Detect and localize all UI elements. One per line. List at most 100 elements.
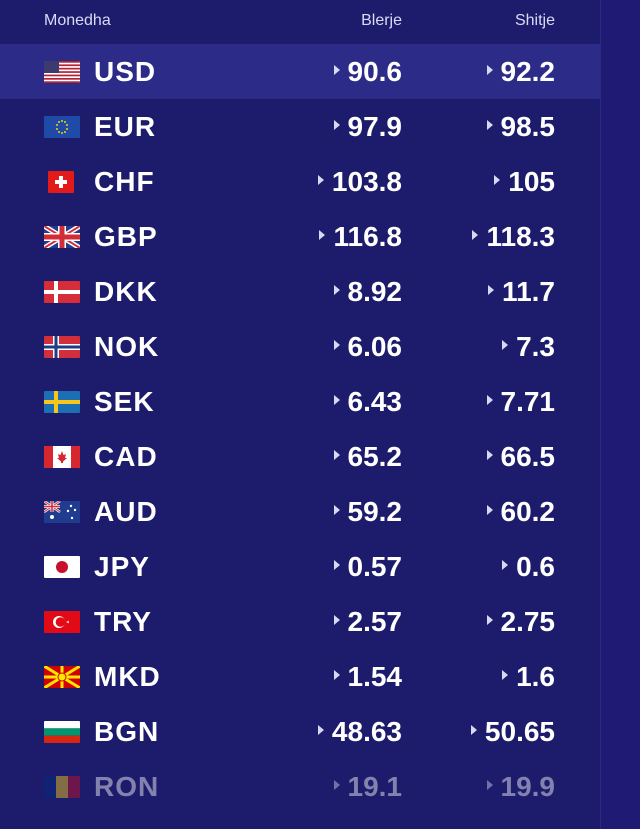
sell-value: 105 — [494, 166, 555, 198]
sell-value: 2.75 — [486, 606, 555, 638]
table-row[interactable]: SEK 6.43 7.71 — [0, 374, 600, 429]
caret-right-icon — [486, 394, 493, 405]
caret-right-icon — [333, 779, 340, 790]
caret-right-icon — [486, 779, 493, 790]
currency-code: RON — [94, 771, 160, 802]
buy-value: 103.8 — [317, 166, 402, 198]
caret-right-icon — [317, 174, 324, 185]
caret-right-icon — [488, 284, 495, 295]
caret-right-icon — [472, 229, 479, 240]
buy-value: 19.1 — [333, 771, 402, 803]
sell-value: 98.5 — [486, 111, 555, 143]
caret-right-icon — [502, 669, 509, 680]
currency-code: TRY — [94, 606, 152, 637]
table-row[interactable]: MKD 1.54 1.6 — [0, 649, 600, 704]
caret-right-icon — [486, 449, 493, 460]
sell-value: 66.5 — [486, 441, 555, 473]
currency-code: DKK — [94, 276, 158, 307]
north-macedonia-flag-icon — [44, 666, 80, 688]
switzerland-flag-icon — [48, 171, 74, 193]
buy-value: 1.54 — [333, 661, 402, 693]
currency-code: AUD — [94, 496, 158, 527]
sell-column-header: Shitje — [514, 12, 555, 29]
sell-value: 60.2 — [486, 496, 555, 528]
table-header: Monedha Blerje Shitje — [0, 0, 600, 44]
romania-flag-icon — [44, 776, 80, 798]
table-row[interactable]: AUD 59.2 60.2 — [0, 484, 600, 539]
uk-flag-icon — [44, 226, 80, 248]
currency-code: MKD — [94, 661, 161, 692]
caret-right-icon — [333, 339, 340, 350]
sell-value: 11.7 — [488, 276, 555, 308]
caret-right-icon — [333, 64, 340, 75]
sell-value: 19.9 — [486, 771, 555, 803]
sell-value: 92.2 — [486, 56, 555, 88]
table-row[interactable]: DKK 8.92 11.7 — [0, 264, 600, 319]
buy-value: 6.06 — [333, 331, 402, 363]
sell-value: 7.3 — [502, 331, 555, 363]
caret-right-icon — [494, 174, 501, 185]
sell-value: 1.6 — [502, 661, 555, 693]
buy-value: 6.43 — [333, 386, 402, 418]
caret-right-icon — [486, 119, 493, 130]
caret-right-icon — [319, 229, 326, 240]
table-row[interactable]: NOK 6.06 7.3 — [0, 319, 600, 374]
buy-value: 8.92 — [333, 276, 402, 308]
japan-flag-icon — [44, 556, 80, 578]
australia-flag-icon — [44, 501, 80, 523]
table-row[interactable]: CAD 65.2 66.5 — [0, 429, 600, 484]
buy-value: 48.63 — [317, 716, 402, 748]
buy-value: 65.2 — [333, 441, 402, 473]
caret-right-icon — [333, 284, 340, 295]
buy-value: 0.57 — [333, 551, 402, 583]
caret-right-icon — [486, 64, 493, 75]
currency-code: USD — [94, 56, 157, 87]
table-row[interactable]: EUR 97.9 98.5 — [0, 99, 600, 154]
currency-code: NOK — [94, 331, 160, 362]
caret-right-icon — [333, 559, 340, 570]
caret-right-icon — [317, 724, 324, 735]
norway-flag-icon — [44, 336, 80, 358]
caret-right-icon — [333, 449, 340, 460]
table-row[interactable]: GBP 116.8 118.3 — [0, 209, 600, 264]
caret-right-icon — [486, 504, 493, 515]
caret-right-icon — [333, 119, 340, 130]
denmark-flag-icon — [44, 281, 80, 303]
caret-right-icon — [333, 504, 340, 515]
currency-column-header: Monedha — [44, 12, 111, 29]
sell-value: 7.71 — [486, 386, 555, 418]
turkey-flag-icon — [44, 611, 80, 633]
table-row[interactable]: JPY 0.57 0.6 — [0, 539, 600, 594]
currency-code: EUR — [94, 111, 157, 142]
scroll-track[interactable] — [600, 0, 640, 829]
sweden-flag-icon — [44, 391, 80, 413]
caret-right-icon — [502, 339, 509, 350]
table-row[interactable]: USD 90.6 92.2 — [0, 44, 600, 99]
buy-value: 2.57 — [333, 606, 402, 638]
bulgaria-flag-icon — [44, 721, 80, 743]
exchange-rate-table: Monedha Blerje Shitje USD 90.6 92.2 — [0, 0, 600, 814]
caret-right-icon — [502, 559, 509, 570]
table-row[interactable]: RON 19.1 19.9 — [0, 759, 600, 814]
buy-value: 90.6 — [333, 56, 402, 88]
caret-right-icon — [333, 614, 340, 625]
sell-value: 50.65 — [470, 716, 555, 748]
currency-code: SEK — [94, 386, 155, 417]
table-row[interactable]: BGN 48.63 50.65 — [0, 704, 600, 759]
caret-right-icon — [470, 724, 477, 735]
caret-right-icon — [333, 669, 340, 680]
sell-value: 118.3 — [472, 221, 555, 253]
table-row[interactable]: CHF 103.8 105 — [0, 154, 600, 209]
caret-right-icon — [486, 614, 493, 625]
table-row[interactable]: TRY 2.57 2.75 — [0, 594, 600, 649]
caret-right-icon — [333, 394, 340, 405]
currency-code: GBP — [94, 221, 158, 252]
eu-flag-icon — [44, 116, 80, 138]
buy-value: 59.2 — [333, 496, 402, 528]
buy-column-header: Blerje — [361, 12, 402, 29]
usa-flag-icon — [44, 61, 80, 83]
buy-value: 116.8 — [319, 221, 402, 253]
currency-code: BGN — [94, 716, 160, 747]
currency-code: JPY — [94, 551, 150, 582]
currency-code: CHF — [94, 166, 155, 197]
